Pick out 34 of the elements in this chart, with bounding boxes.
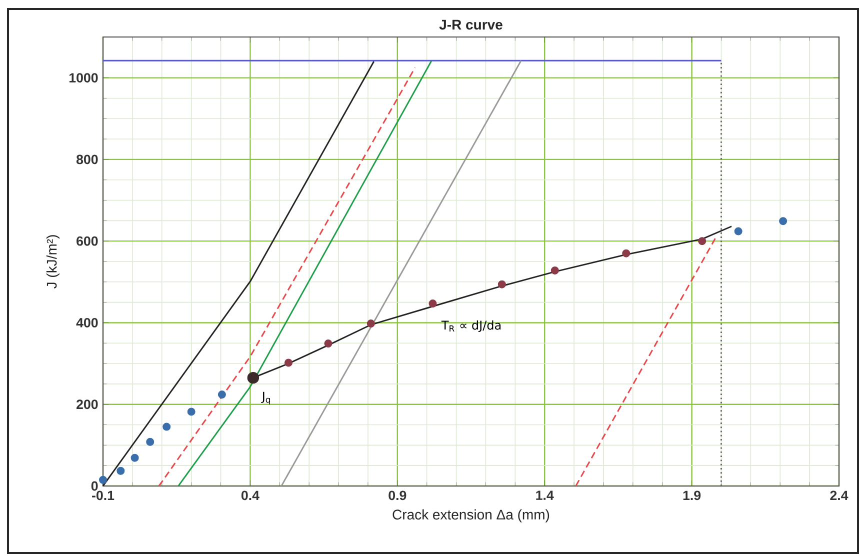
point bbox=[146, 438, 154, 446]
y-tick-label: 1000 bbox=[69, 73, 98, 83]
point bbox=[187, 408, 196, 416]
y-tick-label: 400 bbox=[76, 318, 98, 328]
point bbox=[550, 266, 559, 274]
x-axis-title: Crack extension Δa (mm) bbox=[392, 509, 550, 522]
point bbox=[324, 340, 332, 348]
chart-title: J-R curve bbox=[439, 20, 502, 30]
annotation: J$_{q}$ bbox=[261, 392, 270, 404]
x-tick-label: 0.9 bbox=[388, 490, 406, 500]
point bbox=[779, 217, 788, 226]
point bbox=[247, 372, 260, 384]
point bbox=[428, 300, 437, 308]
x-tick-label: 1.9 bbox=[683, 490, 701, 500]
y-tick-label: 0 bbox=[91, 481, 98, 491]
point bbox=[218, 390, 226, 399]
x-tick-label: 2.4 bbox=[830, 490, 848, 500]
point bbox=[734, 227, 742, 236]
y-tick-label: 800 bbox=[76, 154, 98, 164]
point bbox=[622, 249, 630, 258]
point bbox=[698, 237, 706, 246]
point bbox=[162, 422, 171, 431]
point bbox=[284, 358, 292, 367]
point bbox=[498, 280, 506, 288]
y-axis-title: J (kJ/m²) bbox=[46, 235, 60, 288]
x-tick-label: 0.4 bbox=[241, 490, 260, 500]
point bbox=[116, 466, 125, 475]
x-tick-label: -0.1 bbox=[92, 490, 114, 500]
point bbox=[99, 476, 108, 484]
y-tick-label: 600 bbox=[76, 236, 98, 246]
point bbox=[130, 454, 139, 462]
y-tick-label: 200 bbox=[76, 400, 98, 410]
x-tick-label: 1.4 bbox=[536, 490, 554, 500]
point bbox=[366, 320, 375, 328]
